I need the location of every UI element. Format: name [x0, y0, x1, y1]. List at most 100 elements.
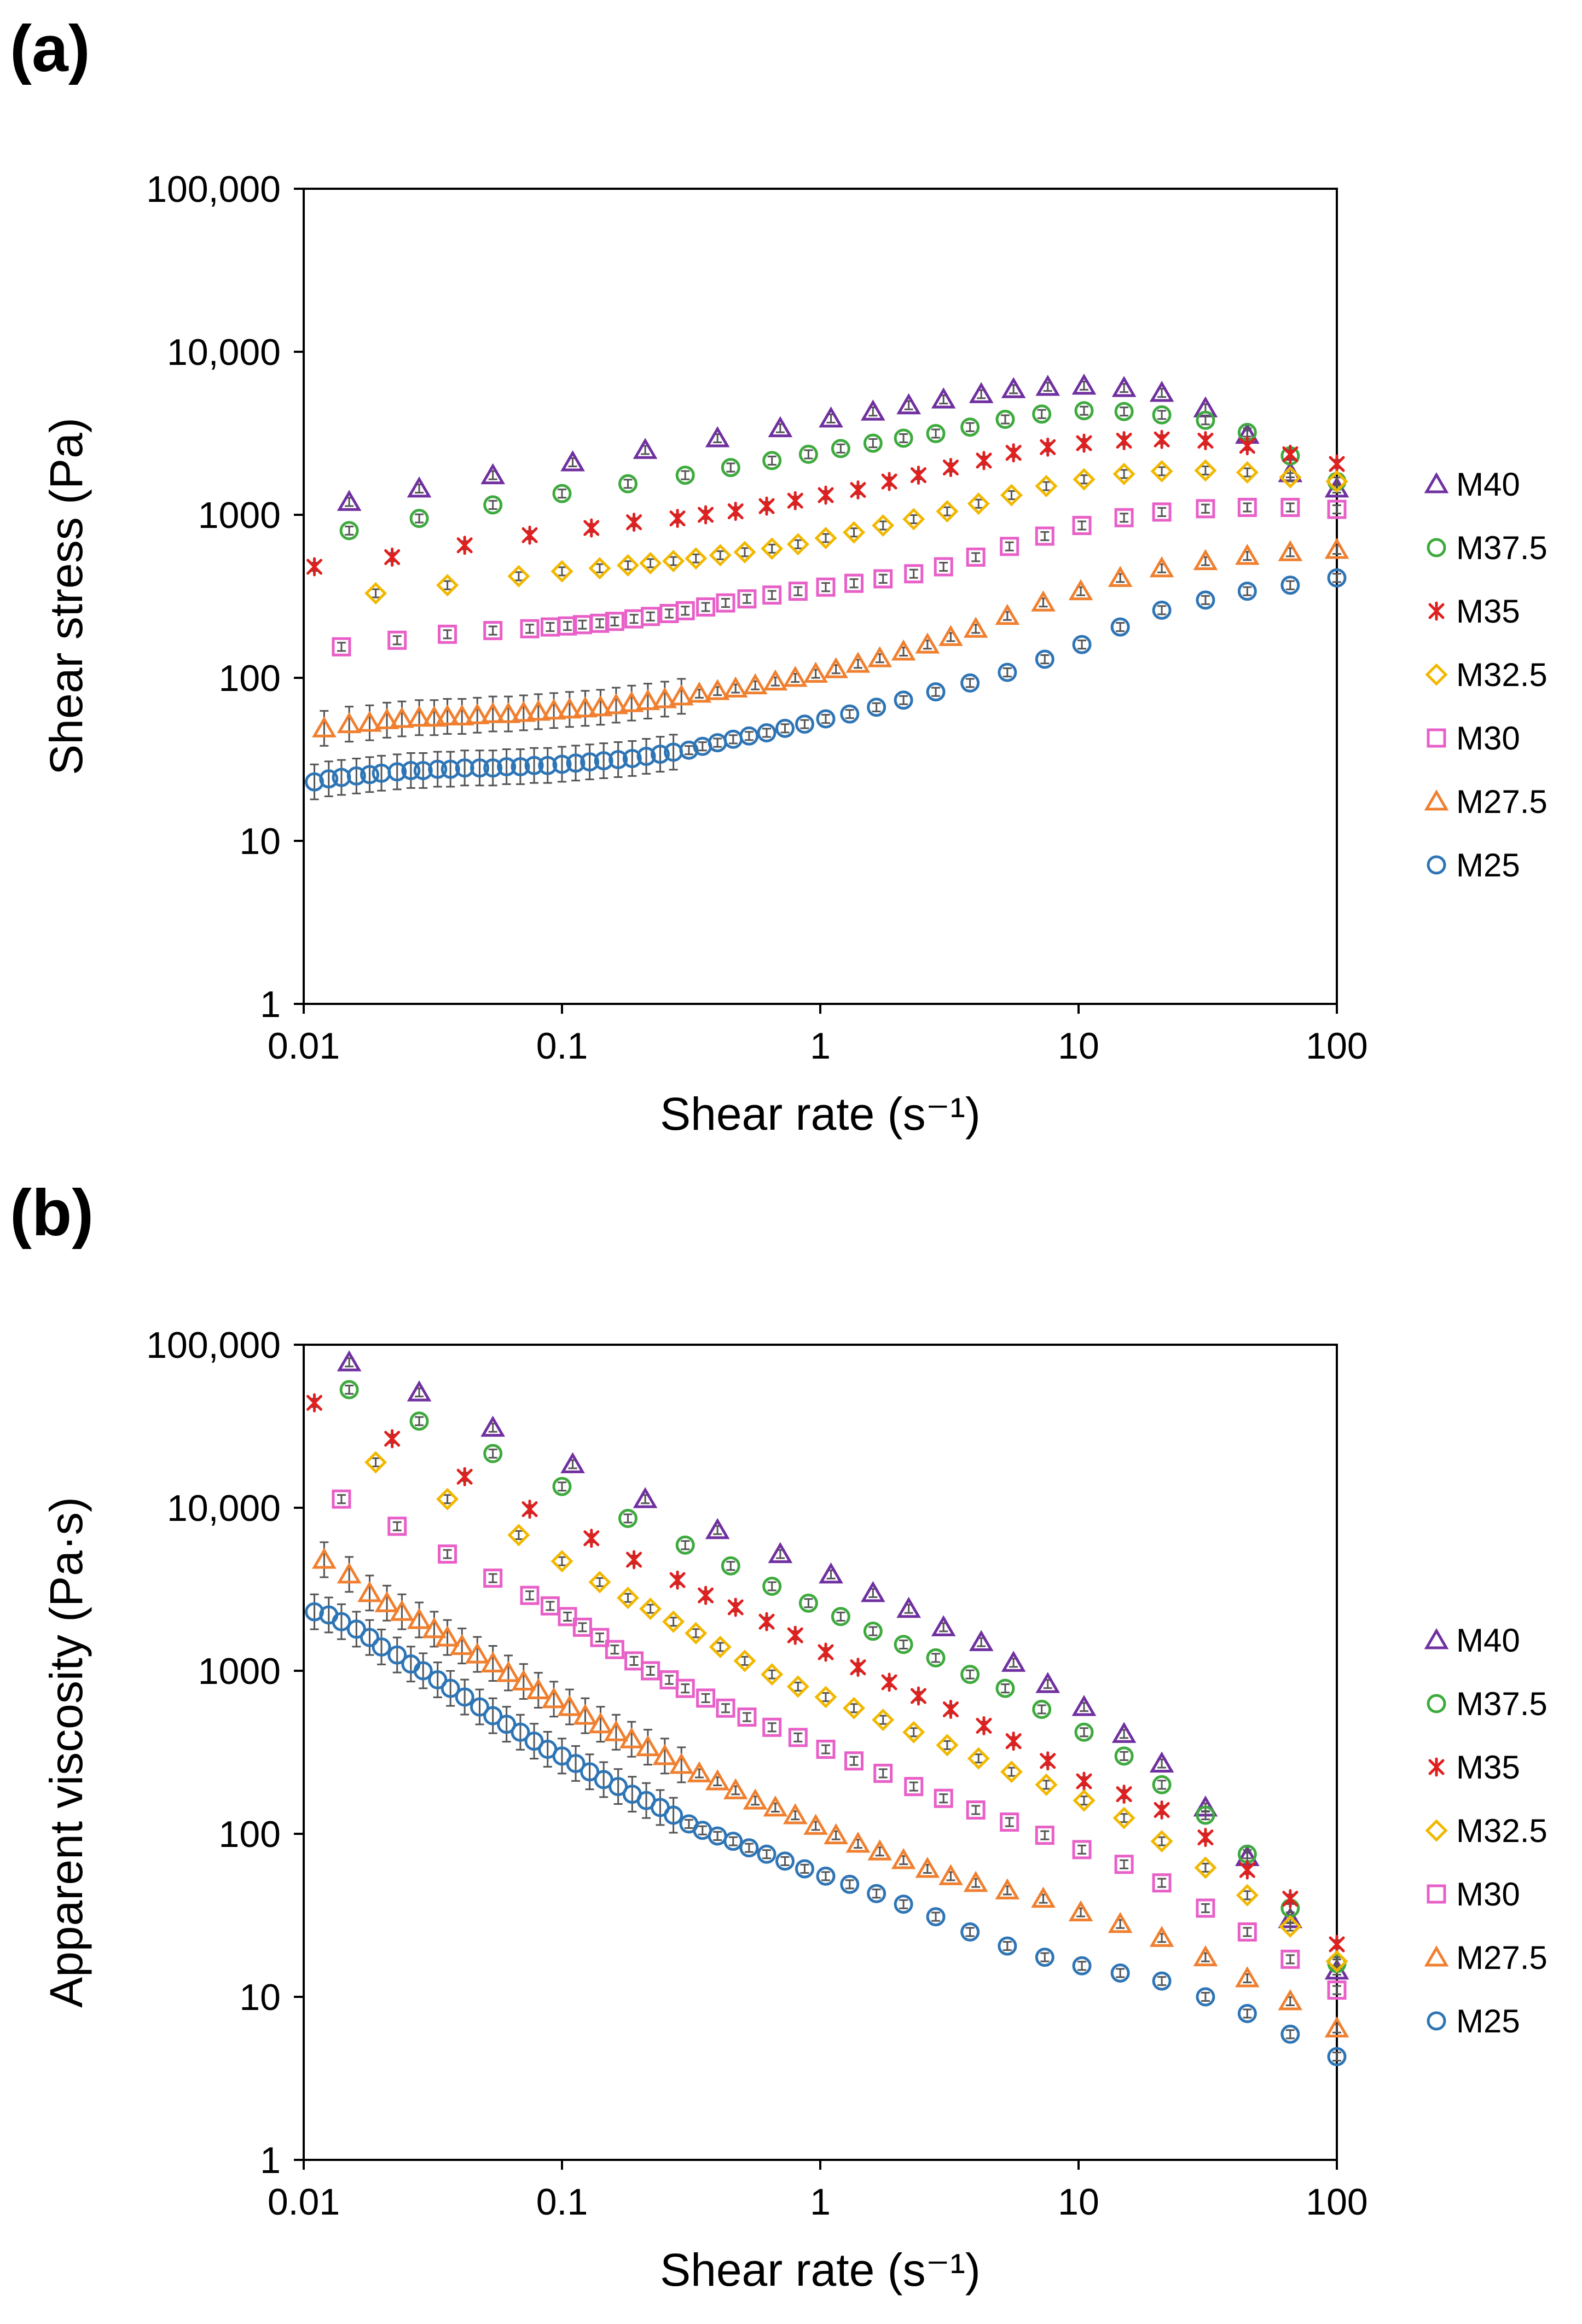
y-tick-label: 1	[260, 2140, 281, 2181]
data-point	[1197, 431, 1214, 450]
data-point	[816, 1739, 836, 1759]
data-point	[998, 663, 1017, 682]
series-m37-5	[339, 1380, 1347, 1973]
data-point	[842, 521, 866, 544]
data-point	[337, 1350, 362, 1372]
data-point	[583, 518, 600, 538]
data-point	[357, 711, 382, 732]
data-point	[926, 1907, 946, 1927]
panel-b: (b) 1 10 100 1000 10,000 100,000 0.01 0.1 1 10 100…	[10, 1176, 1548, 2296]
data-point	[1279, 466, 1302, 489]
legend-label: M32.5	[1456, 1812, 1548, 1849]
data-point	[910, 466, 926, 485]
data-point	[1149, 1926, 1174, 1947]
data-point	[360, 1628, 379, 1647]
data-point	[641, 1661, 660, 1681]
data-point	[483, 1706, 503, 1725]
data-point	[1001, 377, 1026, 398]
data-point	[465, 1642, 490, 1664]
data-point	[337, 712, 362, 734]
data-point	[819, 406, 843, 428]
x-tick-label: 10	[1058, 2181, 1099, 2223]
data-point	[558, 1607, 577, 1626]
y-tick-label: 100,000	[146, 1324, 281, 1366]
data-point	[904, 564, 924, 584]
data-point	[409, 509, 429, 528]
legend-label: M30	[1456, 720, 1520, 757]
data-point	[1035, 526, 1054, 546]
data-point	[743, 673, 768, 695]
data-point	[456, 536, 473, 555]
legend-marker	[1427, 1694, 1446, 1713]
data-point	[1152, 600, 1172, 620]
data-point	[873, 569, 893, 589]
x-tick-label: 100	[1306, 1025, 1367, 1067]
data-point	[727, 1597, 744, 1617]
data-point	[436, 574, 459, 597]
data-point	[1040, 437, 1056, 457]
data-point	[831, 439, 850, 458]
data-point	[1327, 2047, 1347, 2066]
data-point	[507, 565, 530, 588]
data-point	[798, 1593, 818, 1613]
data-point	[1194, 459, 1217, 482]
data-point	[409, 1411, 429, 1431]
data-point	[552, 754, 572, 774]
panel-a-label: (a)	[10, 12, 90, 85]
data-point	[1150, 1830, 1173, 1853]
data-point	[814, 1686, 837, 1709]
data-point	[902, 508, 925, 531]
series-m32-5	[364, 459, 1348, 605]
data-point	[384, 547, 401, 567]
legend-label: M37.5	[1456, 1686, 1548, 1722]
data-point	[1324, 2016, 1349, 2038]
data-point	[867, 1839, 893, 1861]
data-point	[1327, 499, 1347, 519]
data-point	[850, 480, 866, 500]
legend-label: M25	[1456, 2003, 1520, 2040]
data-point	[618, 474, 638, 493]
series-m25	[305, 568, 1347, 800]
data-point	[867, 1884, 886, 1903]
data-point	[995, 1678, 1015, 1698]
data-point	[842, 1696, 866, 1719]
data-point	[762, 1576, 782, 1596]
data-point	[873, 1763, 893, 1783]
data-point	[669, 684, 694, 706]
data-point	[705, 426, 730, 448]
data-point	[721, 1556, 740, 1576]
data-point	[743, 1788, 768, 1810]
data-point	[455, 1687, 474, 1707]
data-point	[696, 597, 716, 617]
legend-marker	[1428, 1757, 1445, 1777]
data-point	[669, 1570, 686, 1590]
data-point	[758, 1612, 775, 1631]
data-point	[364, 1451, 387, 1474]
data-point	[818, 485, 834, 505]
data-point	[685, 1622, 708, 1645]
series-m40	[337, 1350, 1349, 1980]
data-point	[816, 577, 836, 597]
data-point	[1116, 431, 1132, 450]
legend-marker	[1424, 1945, 1449, 1967]
data-point	[1076, 433, 1092, 453]
data-point	[1196, 1987, 1215, 2007]
data-point	[1150, 460, 1173, 483]
data-point	[819, 1562, 843, 1584]
data-point	[1108, 566, 1133, 587]
data-point	[926, 1648, 946, 1668]
data-point	[374, 708, 399, 729]
data-point	[572, 1617, 592, 1637]
data-point	[675, 1678, 695, 1698]
data-point	[1149, 556, 1174, 578]
data-point	[480, 1415, 506, 1437]
data-point	[995, 410, 1015, 429]
data-point	[896, 1596, 921, 1618]
data-point	[757, 1844, 776, 1864]
data-point	[588, 1571, 611, 1594]
data-point	[550, 1550, 573, 1573]
data-point	[1001, 1651, 1026, 1672]
data-point	[1154, 429, 1170, 449]
data-point	[705, 1518, 730, 1539]
